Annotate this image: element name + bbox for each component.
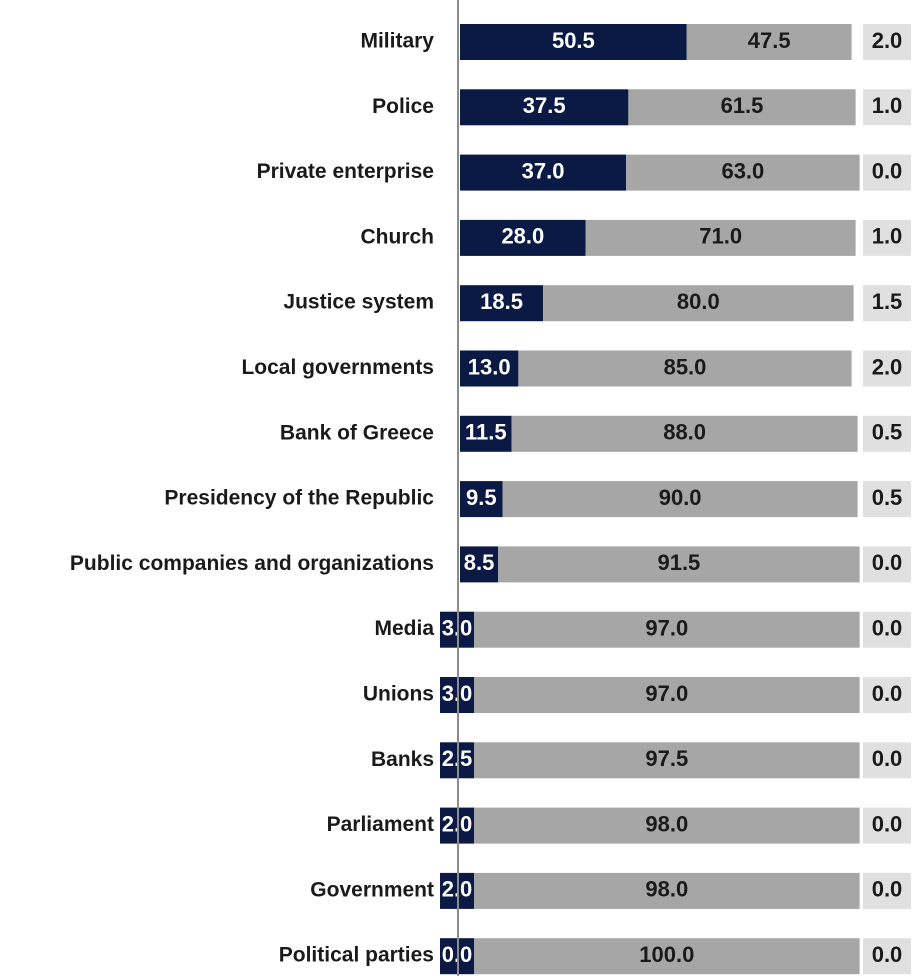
bar-segment-3 xyxy=(863,415,911,452)
bar-segment-3 xyxy=(863,219,911,256)
data-label-2: 63.0 xyxy=(721,158,764,183)
bar-segment-2 xyxy=(628,89,856,126)
data-label-1: 13.0 xyxy=(468,354,511,379)
bar-segment-2 xyxy=(474,742,860,779)
data-label-2: 98.0 xyxy=(645,811,688,836)
bar-segment-2 xyxy=(686,24,852,60)
category-label: Private enterprise xyxy=(257,160,434,183)
bar-segment-2 xyxy=(474,807,860,844)
category-label: Local governments xyxy=(241,356,434,379)
data-label-3: 0.0 xyxy=(872,746,903,771)
bar-segment-3 xyxy=(863,350,911,387)
bar-segment-1 xyxy=(460,415,512,452)
bar-segment-1 xyxy=(460,219,586,256)
category-label: Presidency of the Republic xyxy=(164,487,434,510)
bar-segment-2 xyxy=(474,872,860,909)
bar-segment-2 xyxy=(585,219,856,256)
bar-segment-2 xyxy=(498,546,860,583)
data-label-3: 0.0 xyxy=(872,616,903,641)
data-label-1: 37.0 xyxy=(522,158,565,183)
bar-segment-3 xyxy=(863,807,911,844)
data-label-3: 0.0 xyxy=(872,811,903,836)
bar-segment-1 xyxy=(460,89,629,126)
data-label-1: 37.5 xyxy=(523,93,566,118)
bar-segment-2 xyxy=(543,285,854,322)
data-label-2: 97.5 xyxy=(645,746,688,771)
bar-segment-3 xyxy=(863,677,911,713)
data-label-2: 97.0 xyxy=(645,681,688,706)
bar-segment-1 xyxy=(460,350,519,387)
bar-segment-2 xyxy=(518,350,852,387)
bar-segment-2 xyxy=(474,938,860,975)
data-label-2: 97.0 xyxy=(645,616,688,641)
bar-segment-1 xyxy=(460,24,687,60)
data-label-2: 98.0 xyxy=(645,877,688,902)
category-label: Parliament xyxy=(327,813,434,836)
data-label-1: 11.5 xyxy=(465,420,507,445)
category-label: Military xyxy=(360,30,434,53)
bar-segment-1 xyxy=(460,546,499,583)
bar-segment-3 xyxy=(863,546,911,583)
category-label: Public companies and organizations xyxy=(70,552,434,575)
data-label-3: 1.0 xyxy=(872,224,903,249)
bar-segment-3 xyxy=(863,481,911,518)
data-label-3: 2.0 xyxy=(872,354,903,379)
bar-segment-2 xyxy=(474,677,860,713)
bars-layer xyxy=(440,24,911,975)
data-label-3: 2.0 xyxy=(872,28,903,53)
data-label-2: 80.0 xyxy=(677,289,720,314)
bar-segment-3 xyxy=(863,611,911,648)
category-label: Unions xyxy=(363,683,434,706)
data-label-2: 85.0 xyxy=(664,354,707,379)
data-label-1: 18.5 xyxy=(480,289,523,314)
data-label-1: 28.0 xyxy=(501,224,544,249)
bar-segment-1 xyxy=(460,285,544,322)
bar-segment-2 xyxy=(626,154,860,191)
bar-segment-3 xyxy=(863,938,911,975)
labels-layer: 50.5 47.5 2.0 Military 37.5 61.5 1.0 Police 37.0… xyxy=(70,28,902,967)
data-label-2: 90.0 xyxy=(659,485,702,510)
data-label-1: 50.5 xyxy=(552,28,595,53)
bar-segment-2 xyxy=(474,611,860,648)
data-label-2: 71.0 xyxy=(699,224,742,249)
data-label-3: 0.0 xyxy=(872,942,903,967)
data-label-3: 0.5 xyxy=(872,420,903,445)
category-label: Media xyxy=(374,617,434,640)
data-label-3: 0.0 xyxy=(872,877,903,902)
data-label-3: 0.0 xyxy=(872,158,903,183)
data-label-2: 47.5 xyxy=(748,28,791,53)
data-label-3: 0.0 xyxy=(872,550,903,575)
category-label: Church xyxy=(361,225,435,248)
category-label: Justice system xyxy=(283,291,434,314)
category-label: Banks xyxy=(371,748,434,771)
data-label-2: 88.0 xyxy=(663,420,706,445)
data-label-2: 100.0 xyxy=(639,942,694,967)
data-label-2: 61.5 xyxy=(721,93,764,118)
bar-segment-3 xyxy=(863,89,911,126)
category-label: Bank of Greece xyxy=(280,421,434,444)
data-label-3: 1.0 xyxy=(872,93,903,118)
data-label-3: 1.5 xyxy=(872,289,903,314)
data-label-2: 91.5 xyxy=(657,550,700,575)
category-label: Political parties xyxy=(279,944,434,967)
bar-segment-2 xyxy=(502,481,858,518)
bar-segment-3 xyxy=(863,285,911,322)
category-label: Government xyxy=(310,878,434,901)
data-label-3: 0.5 xyxy=(872,485,903,510)
bar-segment-1 xyxy=(460,481,503,518)
bar-segment-2 xyxy=(511,415,858,452)
bar-segment-3 xyxy=(863,742,911,779)
bar-segment-3 xyxy=(863,872,911,909)
data-label-1: 8.5 xyxy=(464,550,495,575)
data-label-1: 9.5 xyxy=(466,485,497,510)
data-label-3: 0.0 xyxy=(872,681,903,706)
bar-segment-3 xyxy=(863,24,911,60)
bar-segment-3 xyxy=(863,154,911,191)
category-label: Police xyxy=(372,95,434,118)
bar-segment-1 xyxy=(460,154,627,191)
